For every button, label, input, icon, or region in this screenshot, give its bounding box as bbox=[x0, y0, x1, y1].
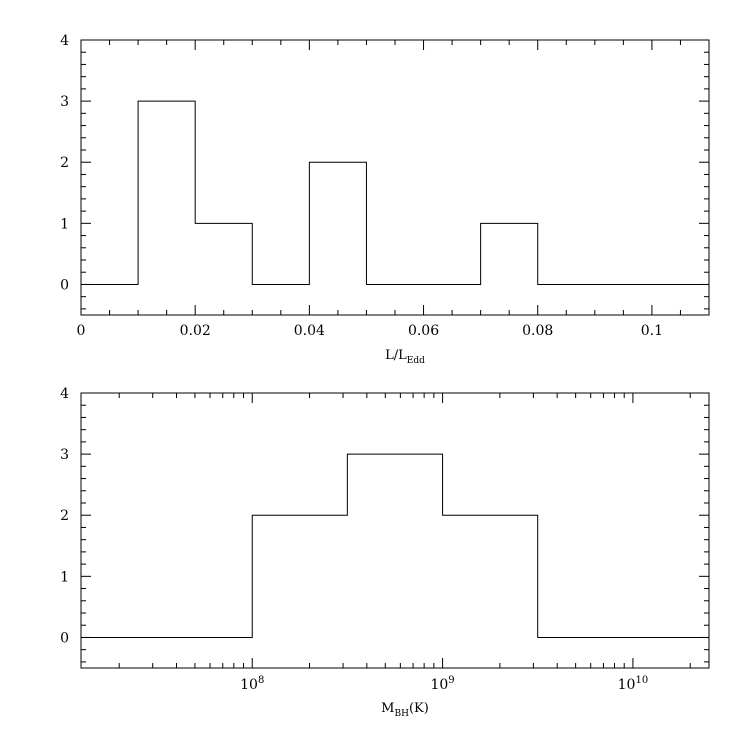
x-tick-label: 109 bbox=[430, 675, 454, 693]
y-tick-label: 0 bbox=[60, 630, 69, 646]
y-tick-label: 1 bbox=[60, 216, 69, 232]
x-tick-label: 0.04 bbox=[294, 323, 325, 339]
histogram-bin bbox=[252, 515, 347, 637]
histogram-bin bbox=[309, 162, 366, 284]
histogram-bin bbox=[138, 101, 195, 284]
x-axis-label: MBH(K) bbox=[381, 701, 429, 719]
plot-frame bbox=[80, 392, 710, 669]
y-tick-label: 0 bbox=[60, 277, 69, 293]
y-tick-label: 4 bbox=[60, 33, 69, 49]
y-tick-label: 3 bbox=[60, 447, 69, 463]
histogram-bin bbox=[347, 454, 442, 637]
x-tick-label: 1010 bbox=[618, 675, 649, 693]
histogram-bin bbox=[481, 223, 538, 284]
histogram-bin bbox=[443, 515, 538, 637]
y-tick-label: 3 bbox=[60, 94, 69, 110]
plot-frame bbox=[80, 39, 710, 316]
x-tick-label: 0.06 bbox=[408, 323, 439, 339]
y-tick-label: 2 bbox=[60, 508, 69, 524]
x-tick-label: 0 bbox=[77, 323, 86, 339]
histogram-bin bbox=[195, 223, 252, 284]
histogram-steps bbox=[81, 100, 709, 285]
panel-2: 0 1 2 3 4 108 109 1010 MBH(K) bbox=[60, 386, 710, 719]
histogram-steps bbox=[81, 453, 709, 638]
x-tick-label: 0.02 bbox=[180, 323, 211, 339]
x-tick-label: 108 bbox=[240, 675, 264, 693]
y-tick-label: 4 bbox=[60, 386, 69, 402]
panel-1: 0 1 2 3 4 0 0.02 0.04 0.06 0.08 0.1 L/LEdd bbox=[60, 33, 710, 366]
y-tick-label: 1 bbox=[60, 569, 69, 585]
x-axis-label: L/LEdd bbox=[385, 348, 425, 366]
x-tick-label: 0.08 bbox=[522, 323, 553, 339]
y-tick-label: 2 bbox=[60, 155, 69, 171]
x-tick-label: 0.1 bbox=[641, 323, 663, 339]
